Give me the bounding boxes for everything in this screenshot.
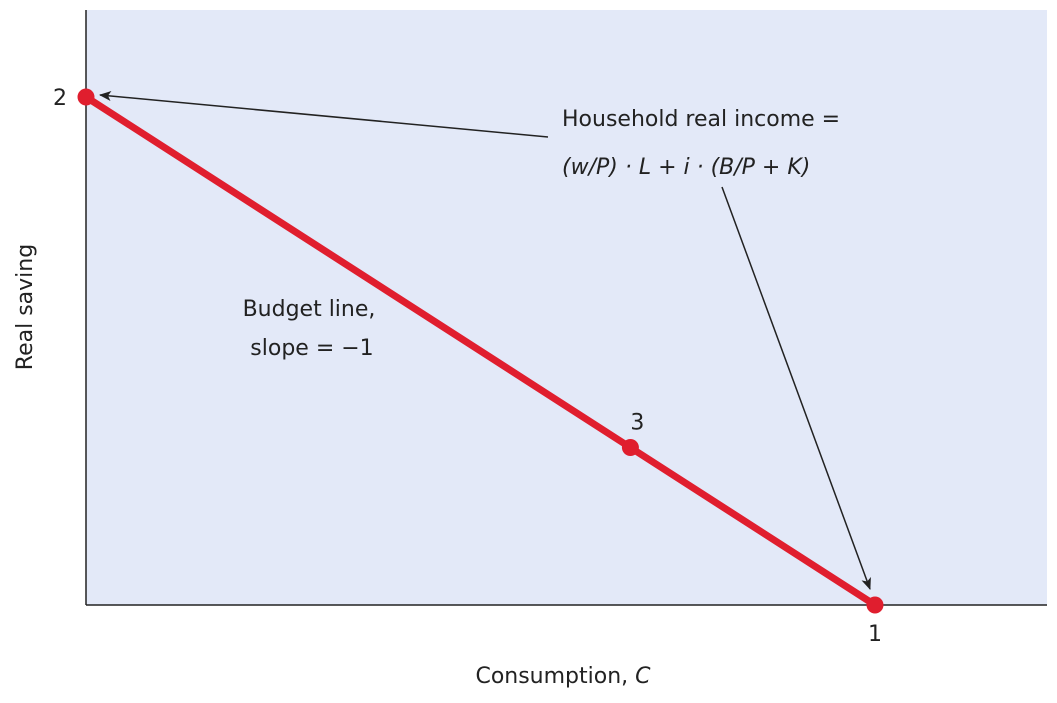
income-formula: (w/P) · L + i · (B/P + K) bbox=[562, 155, 810, 180]
budget-line-label: Budget line, bbox=[243, 297, 376, 322]
point-3-label: 3 bbox=[630, 411, 644, 436]
plot-area bbox=[86, 10, 1047, 605]
slope-label: slope = −1 bbox=[250, 336, 373, 361]
point-3-marker bbox=[621, 439, 639, 457]
income-title: Household real income = bbox=[562, 107, 840, 132]
point-2-marker bbox=[77, 88, 95, 106]
x-axis-label: Consumption, C bbox=[475, 664, 651, 689]
budget-line bbox=[82, 93, 879, 609]
point-2-label: 2 bbox=[53, 86, 67, 111]
y-axis-label: Real saving bbox=[13, 244, 38, 370]
point-1-marker bbox=[866, 596, 884, 614]
arrow-to-point-2 bbox=[99, 91, 549, 138]
arrow-to-point-1 bbox=[721, 186, 871, 590]
points-layer: 2 1 3 bbox=[53, 86, 884, 647]
point-1-label: 1 bbox=[868, 622, 882, 647]
